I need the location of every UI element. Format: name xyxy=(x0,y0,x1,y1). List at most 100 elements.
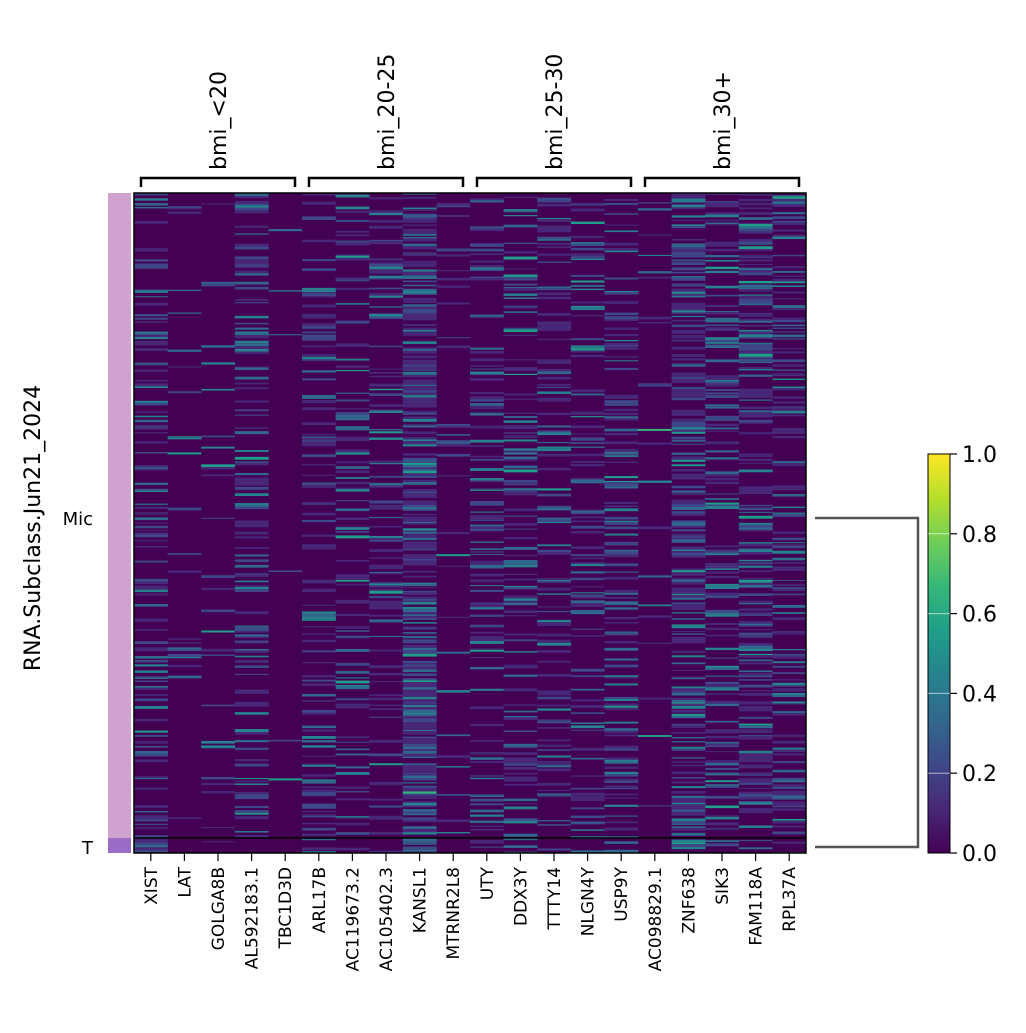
heatmap-cell xyxy=(503,311,538,313)
heatmap-cell xyxy=(671,319,706,322)
heatmap-cell xyxy=(402,717,437,719)
heatmap-cell xyxy=(201,281,236,284)
heatmap-cell xyxy=(671,204,706,208)
heatmap-cell xyxy=(503,564,538,568)
heatmap-cell xyxy=(335,791,370,793)
heatmap-cell xyxy=(671,595,706,598)
heatmap-cell xyxy=(302,814,336,816)
heatmap-cell xyxy=(470,200,504,203)
heatmap-cell xyxy=(604,774,639,777)
heatmap-cell xyxy=(671,529,706,532)
heatmap-cell xyxy=(772,825,806,828)
heatmap-cell xyxy=(402,541,437,544)
heatmap-cell xyxy=(671,781,706,784)
heatmap-cell xyxy=(738,825,773,828)
heatmap-cell xyxy=(369,539,404,542)
heatmap-cell xyxy=(772,695,806,697)
heatmap-cell xyxy=(369,585,404,588)
heatmap-cell xyxy=(705,583,740,587)
heatmap-cell xyxy=(470,378,504,381)
heatmap-cell xyxy=(134,734,168,737)
heatmap-cell xyxy=(402,457,437,461)
heatmap-cell xyxy=(772,612,806,614)
heatmap-cell xyxy=(470,828,504,831)
heatmap-cell xyxy=(570,425,605,429)
heatmap-cell xyxy=(503,651,538,653)
heatmap-cell xyxy=(570,603,605,606)
heatmap-cell xyxy=(738,731,773,734)
heatmap-cell xyxy=(705,551,740,554)
heatmap-cell xyxy=(570,699,605,702)
heatmap-cell xyxy=(503,820,538,824)
heatmap-cell xyxy=(503,196,538,198)
heatmap-cell xyxy=(134,380,168,382)
heatmap-cell xyxy=(302,397,336,399)
heatmap-cell xyxy=(369,704,404,706)
heatmap-cell xyxy=(604,242,639,246)
heatmap-cell xyxy=(134,787,168,790)
heatmap-cell xyxy=(302,454,336,458)
heatmap-cell xyxy=(402,288,437,292)
row-group-swatch-mic xyxy=(108,193,131,838)
heatmap-cell xyxy=(335,254,370,256)
heatmap-cell xyxy=(402,843,437,845)
row-group-label-t: T xyxy=(81,838,94,859)
heatmap-cell xyxy=(369,212,404,216)
heatmap-cell xyxy=(738,342,773,344)
heatmap-cell xyxy=(671,587,706,590)
heatmap-cell xyxy=(604,658,639,661)
heatmap-cell xyxy=(167,656,202,659)
heatmap-cell xyxy=(671,697,706,699)
heatmap-cell xyxy=(436,440,471,442)
heatmap-cell xyxy=(302,443,336,447)
heatmap-cell xyxy=(470,541,504,543)
heatmap-cell xyxy=(604,356,639,358)
heatmap-cell xyxy=(604,745,639,749)
heatmap-cell xyxy=(705,623,740,625)
heatmap-cell xyxy=(234,747,269,750)
heatmap-cell xyxy=(671,633,706,635)
heatmap-cell xyxy=(503,459,538,462)
heatmap-cell xyxy=(134,847,168,851)
heatmap-cell xyxy=(537,581,572,584)
heatmap-cell xyxy=(402,403,437,405)
heatmap-cell xyxy=(134,842,168,845)
heatmap-cell xyxy=(503,274,538,277)
heatmap-cell xyxy=(470,244,504,247)
heatmap-cell xyxy=(134,427,168,430)
heatmap-cell xyxy=(234,701,269,705)
heatmap-cell xyxy=(134,467,168,469)
heatmap-cell xyxy=(772,222,806,226)
heatmap-cell xyxy=(570,253,605,257)
heatmap-cell xyxy=(537,765,572,768)
heatmap-cell xyxy=(402,814,437,816)
heatmap-cell xyxy=(671,777,706,779)
heatmap-cell xyxy=(638,697,672,700)
heatmap-cell xyxy=(671,307,706,311)
heatmap-cell xyxy=(671,699,706,702)
heatmap-cell xyxy=(201,388,236,391)
heatmap-cell xyxy=(470,412,504,416)
heatmap-cell xyxy=(402,699,437,701)
heatmap-cell xyxy=(671,203,706,205)
heatmap-cell xyxy=(134,289,168,291)
heatmap-cell xyxy=(738,787,773,789)
heatmap-cell xyxy=(604,319,639,322)
heatmap-cell xyxy=(671,607,706,610)
heatmap-cell xyxy=(470,638,504,641)
heatmap-cell xyxy=(402,209,437,211)
heatmap-cell xyxy=(402,782,437,784)
heatmap-cell xyxy=(738,623,773,626)
heatmap-cell xyxy=(369,681,404,683)
heatmap-cell xyxy=(234,266,269,269)
heatmap-cell xyxy=(738,774,773,776)
heatmap-cell xyxy=(671,847,706,850)
heatmap-cell xyxy=(201,435,236,438)
heatmap-cell xyxy=(671,756,706,759)
heatmap-cell xyxy=(470,501,504,503)
heatmap-cell xyxy=(436,793,471,796)
heatmap-cell xyxy=(201,464,236,468)
heatmap-cell xyxy=(537,610,572,613)
heatmap-cell xyxy=(772,305,806,307)
heatmap-cell xyxy=(705,627,740,631)
